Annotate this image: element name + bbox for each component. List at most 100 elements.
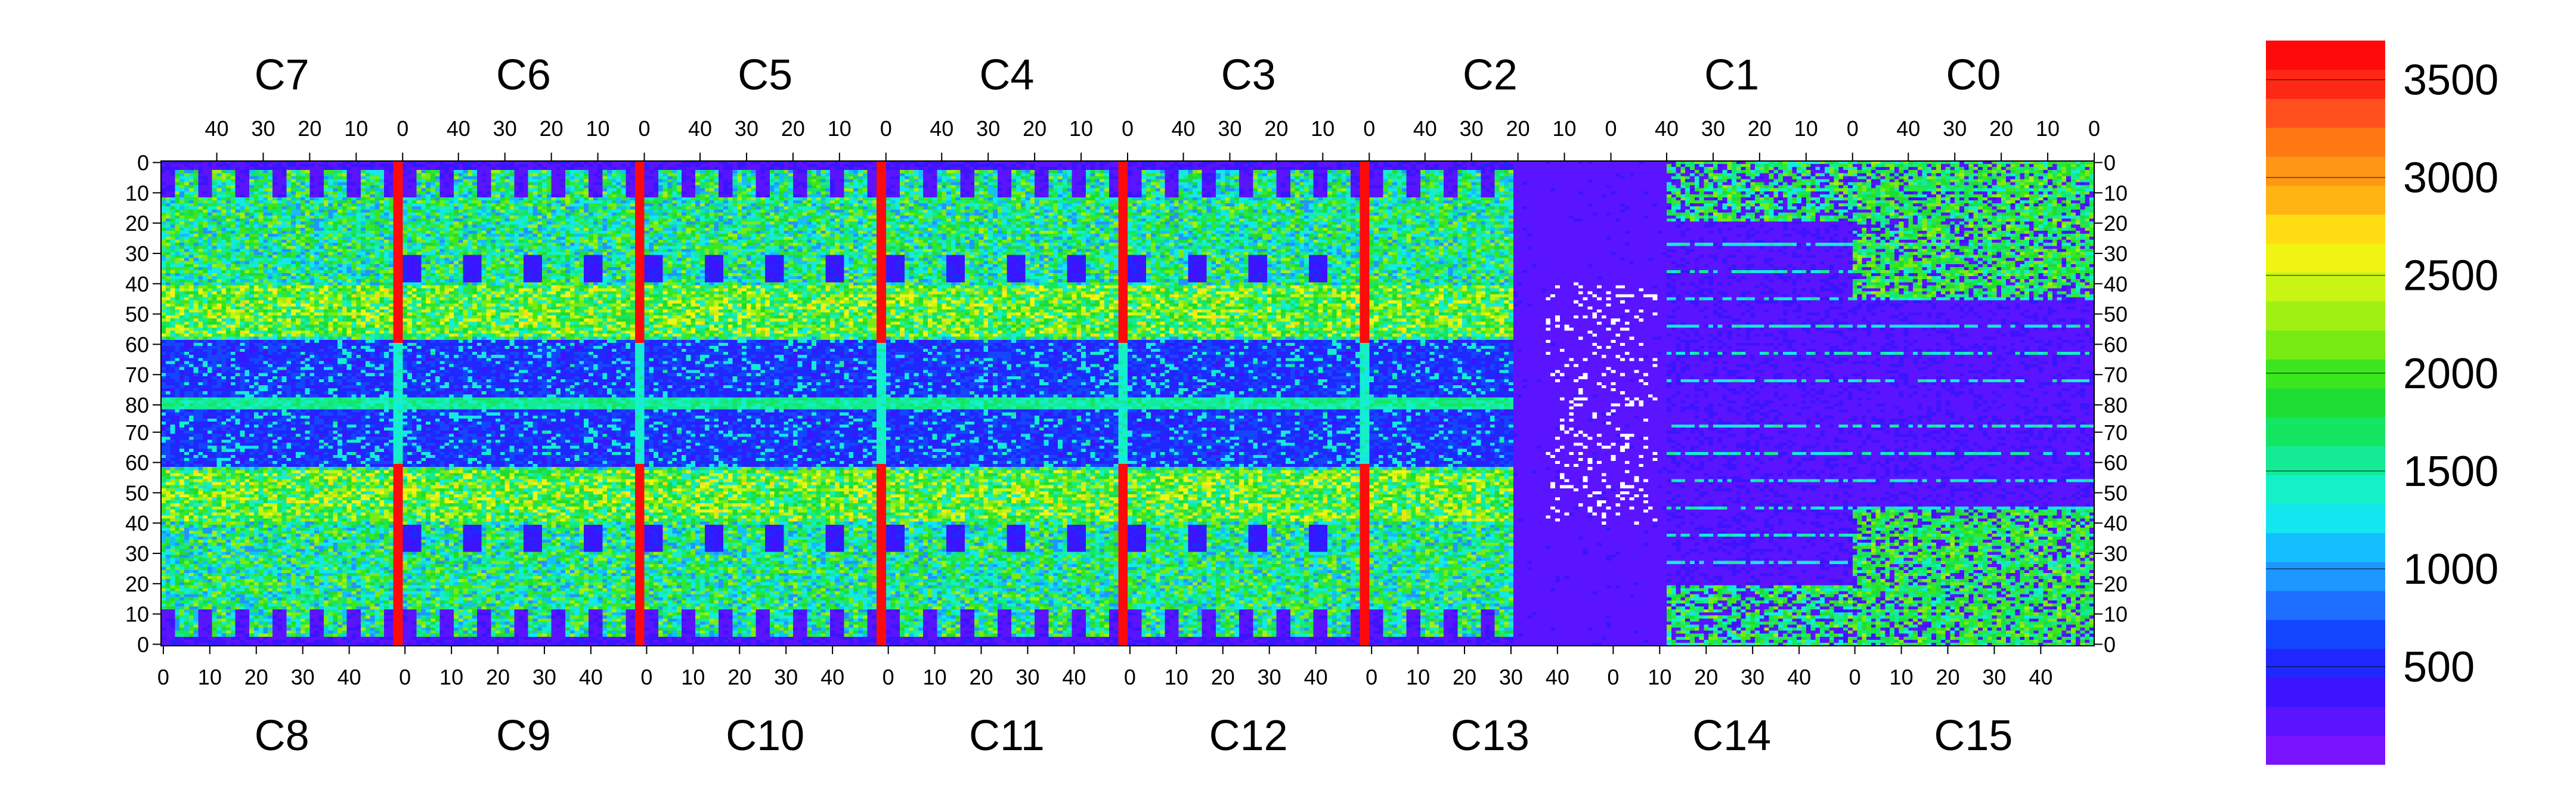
colorbar-tick-label: 3000 xyxy=(2403,154,2498,202)
top-x-tick-label: 20 xyxy=(298,116,321,141)
top-x-tick-label: 10 xyxy=(1553,116,1577,141)
y-tick-label-left: 10 xyxy=(125,602,149,627)
top-x-tick-label: 0 xyxy=(880,116,892,141)
top-x-tick-label: 0 xyxy=(1363,116,1375,141)
top-x-tick-label: 20 xyxy=(781,116,805,141)
chip-label-bottom: C15 xyxy=(1934,712,2012,760)
bottom-x-tick-label: 20 xyxy=(1211,665,1235,689)
colorbar-segment xyxy=(2266,127,2385,157)
top-x-tick-label: 10 xyxy=(1069,116,1093,141)
top-x-tick-label: 10 xyxy=(2036,116,2060,141)
bottom-x-tick-label: 0 xyxy=(399,665,411,689)
top-x-tick-label: 30 xyxy=(1943,116,1967,141)
top-x-tick-label: 40 xyxy=(1896,116,1920,141)
chip-label-top: C7 xyxy=(255,51,309,99)
chip-label-bottom: C9 xyxy=(496,712,551,760)
colorbar-segment xyxy=(2266,648,2385,678)
y-tick-label-left: 50 xyxy=(125,481,149,505)
colorbar-segment xyxy=(2266,735,2385,765)
top-x-tick-label: 10 xyxy=(344,116,368,141)
colorbar-tick-label: 500 xyxy=(2403,643,2475,691)
bottom-x-tick-label: 10 xyxy=(923,665,947,689)
top-x-tick-label: 0 xyxy=(397,116,408,141)
bottom-x-tick-label: 20 xyxy=(969,665,993,689)
colorbar-segment xyxy=(2266,388,2385,417)
colorbar-segment xyxy=(2266,156,2385,186)
top-x-tick-label: 20 xyxy=(1506,116,1530,141)
colorbar-tick-label: 2500 xyxy=(2403,252,2498,300)
bottom-x-tick-label: 20 xyxy=(727,665,751,689)
bottom-x-tick-label: 10 xyxy=(1890,665,1914,689)
y-tick-label-left: 30 xyxy=(125,541,149,566)
heatmap-image xyxy=(161,161,2094,646)
bottom-x-tick-label: 10 xyxy=(681,665,705,689)
top-x-tick-label: 40 xyxy=(1655,116,1679,141)
top-x-tick-label: 0 xyxy=(1847,116,1859,141)
y-tick-label-left: 40 xyxy=(125,272,149,296)
y-tick-label-left: 0 xyxy=(137,632,149,657)
y-tick-label-left: 60 xyxy=(125,451,149,475)
bottom-x-tick-label: 0 xyxy=(1124,665,1136,689)
bottom-x-tick-label: 40 xyxy=(338,665,361,689)
chip-label-top: C0 xyxy=(1946,51,2001,99)
bottom-x-tick-label: 40 xyxy=(2029,665,2052,689)
bottom-x-tick-label: 20 xyxy=(486,665,510,689)
top-x-tick-label: 20 xyxy=(540,116,564,141)
top-x-tick-label: 10 xyxy=(828,116,852,141)
bottom-x-tick-label: 40 xyxy=(1787,665,1811,689)
top-x-tick-label: 40 xyxy=(1413,116,1437,141)
bottom-x-tick-label: 10 xyxy=(439,665,463,689)
colorbar-segment xyxy=(2266,301,2385,331)
top-x-tick-label: 0 xyxy=(1605,116,1617,141)
colorbar-segment xyxy=(2266,359,2385,389)
bottom-x-tick-label: 0 xyxy=(157,665,169,689)
y-tick-label-left: 10 xyxy=(125,181,149,205)
chip-label-bottom: C12 xyxy=(1209,712,1288,760)
top-x-tick-label: 10 xyxy=(586,116,610,141)
top-x-tick-label: 40 xyxy=(688,116,712,141)
colorbar-tick-label: 3500 xyxy=(2403,57,2498,104)
colorbar-segment xyxy=(2266,272,2385,302)
y-tick-label-left: 70 xyxy=(125,363,149,387)
top-x-tick-label: 30 xyxy=(735,116,758,141)
colorbar-segment xyxy=(2266,41,2385,70)
chip-label-bottom: C11 xyxy=(969,712,1045,760)
y-tick-label-right: 10 xyxy=(2104,181,2128,205)
bottom-x-tick-label: 0 xyxy=(883,665,894,689)
bottom-x-tick-label: 40 xyxy=(1062,665,1086,689)
y-tick-label-right: 80 xyxy=(2104,393,2128,417)
bottom-x-tick-label: 30 xyxy=(291,665,315,689)
bottom-x-tick-label: 0 xyxy=(640,665,652,689)
bottom-x-tick-label: 10 xyxy=(1165,665,1188,689)
bottom-x-tick-label: 40 xyxy=(1546,665,1569,689)
top-x-tick-label: 30 xyxy=(251,116,275,141)
colorbar-segment xyxy=(2266,562,2385,592)
top-x-tick-label: 20 xyxy=(1748,116,1772,141)
top-x-tick-label: 30 xyxy=(1218,116,1241,141)
top-x-tick-label: 30 xyxy=(1460,116,1484,141)
bottom-x-tick-label: 30 xyxy=(1258,665,1281,689)
y-tick-label-left: 50 xyxy=(125,302,149,327)
colorbar-tick-label: 1500 xyxy=(2403,448,2498,496)
bottom-x-tick-label: 10 xyxy=(1406,665,1430,689)
top-x-tick-label: 0 xyxy=(1122,116,1134,141)
colorbar-segment xyxy=(2266,417,2385,447)
chip-label-top: C4 xyxy=(979,51,1034,99)
colorbar-segment xyxy=(2266,590,2385,620)
top-x-tick-label: 30 xyxy=(493,116,517,141)
bottom-x-tick-label: 30 xyxy=(1741,665,1764,689)
colorbar: 500 1000 1500 2000 2500 3000 3500 xyxy=(2266,41,2498,765)
plot-area xyxy=(161,161,2094,646)
bottom-x-tick-label: 40 xyxy=(579,665,603,689)
bottom-x-tick-label: 20 xyxy=(1936,665,1959,689)
top-x-tick-label: 40 xyxy=(447,116,470,141)
y-tick-label-left: 30 xyxy=(125,242,149,266)
chip-label-bottom: C13 xyxy=(1451,712,1530,760)
bottom-x-tick-label: 30 xyxy=(774,665,798,689)
y-tick-label-left: 40 xyxy=(125,511,149,535)
y-tick-label-right: 70 xyxy=(2104,420,2128,445)
colorbar-segment xyxy=(2266,69,2385,99)
colorbar-segment xyxy=(2266,243,2385,273)
